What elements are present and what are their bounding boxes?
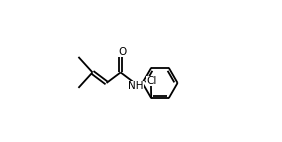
Text: NH: NH xyxy=(128,81,144,91)
Text: O: O xyxy=(118,47,126,57)
Text: Cl: Cl xyxy=(146,76,157,86)
